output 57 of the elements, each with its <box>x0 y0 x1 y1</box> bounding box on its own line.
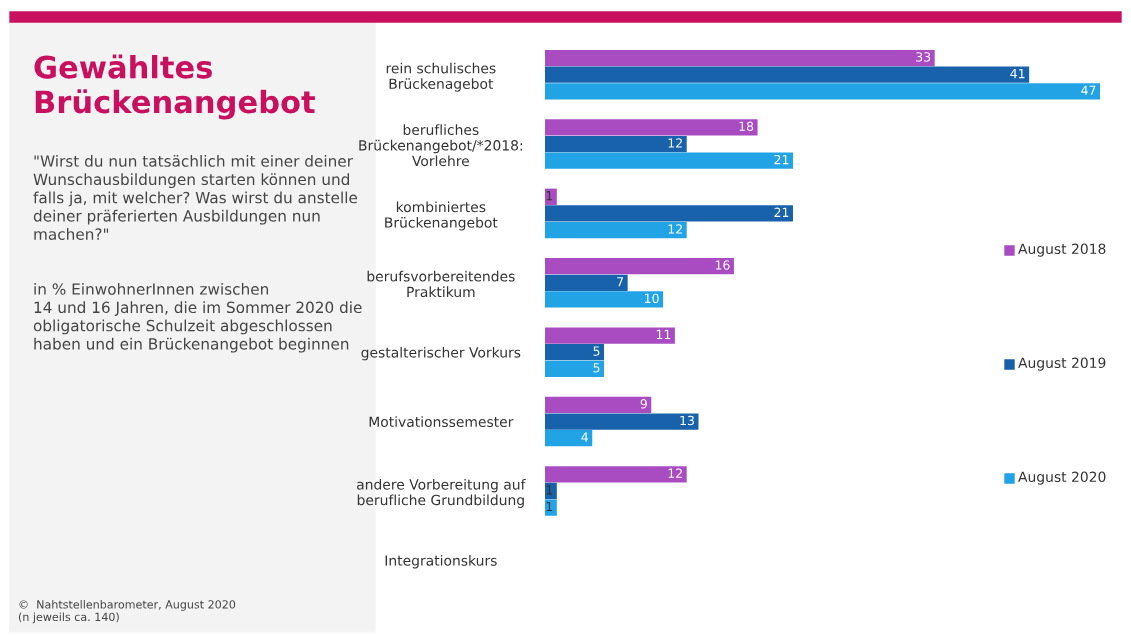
bar <box>545 466 687 483</box>
bar <box>545 499 557 516</box>
text: © Nahtstellenbarometer, August 2020 (n jeweils ca. 140) <box>18 600 236 624</box>
y-tick-label: rein schulisches Brückenagebot <box>386 62 496 92</box>
bar <box>545 291 664 308</box>
bar <box>545 119 758 136</box>
data-label: 47 <box>1081 85 1096 95</box>
bar <box>545 344 605 361</box>
y-tick-label: gestalterischer Vorkurs <box>361 346 521 361</box>
data-label: 21 <box>774 154 789 165</box>
data-label: 1 <box>546 191 553 201</box>
text: Gewähltes Brückenangebot <box>34 54 315 120</box>
bar <box>545 413 699 430</box>
bar <box>545 66 1030 83</box>
legend-label: August 2018 <box>1018 243 1106 257</box>
data-label: 21 <box>774 207 789 217</box>
data-label: 13 <box>680 415 694 426</box>
bar <box>545 188 557 205</box>
y-tick-label: andere Vorbereitung auf berufliche Grundbildung <box>357 478 526 508</box>
bar <box>545 482 557 500</box>
bar <box>545 258 734 275</box>
data-label: 4 <box>581 432 588 442</box>
data-label: 12 <box>668 138 682 148</box>
data-label: 33 <box>916 52 931 62</box>
data-label: 10 <box>645 293 659 304</box>
bar <box>545 430 593 447</box>
data-label: 1 <box>546 501 553 512</box>
text: in % EinwohnerInnen zwischen 14 und 16 Jahren, die im Sommer 2020 die obligatorische Schulzeit abgeschlossen haben und ein Brückenangebot beginnen <box>33 283 362 353</box>
y-tick-label: kombiniertes Brückenangebot <box>385 201 498 231</box>
legend-label: August 2019 <box>1018 357 1106 371</box>
bar <box>545 396 652 414</box>
bar <box>545 327 675 344</box>
data-label: 9 <box>640 399 647 409</box>
bar <box>545 360 605 377</box>
data-label: 12 <box>668 224 682 234</box>
bar <box>545 83 1100 100</box>
data-label: 41 <box>1010 69 1025 79</box>
legend-label: August 2020 <box>1018 471 1106 485</box>
data-label: 1 <box>546 485 553 495</box>
bar <box>545 274 628 291</box>
data-label: 5 <box>593 363 600 373</box>
data-label: 7 <box>617 277 624 287</box>
y-tick-label: Integrationskurs <box>385 555 497 569</box>
data-label: 11 <box>656 329 671 339</box>
data-label: 16 <box>715 260 730 270</box>
bar <box>545 221 687 239</box>
bar <box>545 49 935 67</box>
bar <box>545 135 687 153</box>
bar <box>545 205 793 222</box>
data-label: 5 <box>593 346 600 356</box>
data-label: 12 <box>668 468 682 478</box>
data-label: 18 <box>739 121 754 132</box>
y-tick-label: Motivationssemester <box>369 416 514 428</box>
text: "Wirst du nun tatsächlich mit einer deiner Wunschausbildungen starten können und falls ja, mit welcher? Was wirst du anstelle deiner präferierten Ausbildungen nun machen?" <box>33 155 358 240</box>
y-tick-label: berufsvorbereitendes Praktikum <box>367 270 515 298</box>
bar <box>545 152 793 169</box>
y-tick-label: berufliches Brückenangebot/*2018: Vorlehre <box>359 124 523 167</box>
